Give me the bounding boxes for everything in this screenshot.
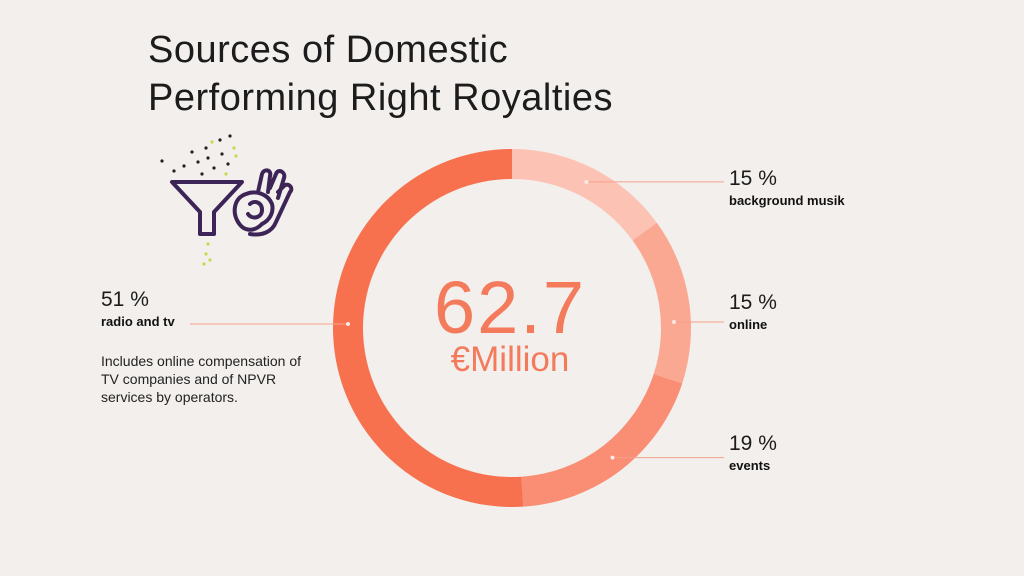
total-value: 62.7 xyxy=(433,266,587,349)
slice-percent: 15 % xyxy=(729,291,777,314)
leader-dot xyxy=(346,322,350,326)
slice-category: online xyxy=(729,317,768,332)
particle-dots xyxy=(160,134,238,266)
slice-label-background-musik: 15 % background musik xyxy=(729,167,845,210)
chart-title-line-2: Performing Right Royalties xyxy=(148,77,613,119)
slice-label-radio-and-tv: 51 % radio and tv xyxy=(101,288,175,331)
radio-and-tv-note: Includes online compensation of TV compa… xyxy=(101,353,302,405)
leader-lines xyxy=(190,179,724,460)
ok-hand-icon xyxy=(232,168,294,237)
donut-center-total: 62.7 €Million xyxy=(380,268,640,378)
slice-label-events: 19 % events xyxy=(729,432,777,475)
slice-percent: 19 % xyxy=(729,432,777,455)
donut-slice-background-musik xyxy=(512,149,657,241)
slice-label-online: 15 % online xyxy=(729,291,777,334)
total-unit: €Million xyxy=(450,340,570,379)
donut-slices xyxy=(332,149,691,507)
leader-dot xyxy=(671,320,676,324)
donut-slice-online xyxy=(632,222,691,384)
slice-category: events xyxy=(729,458,771,473)
leader-dot xyxy=(584,179,589,184)
donut-slice-events xyxy=(521,374,683,507)
chart-title: Sources of Domestic Performing Right Roy… xyxy=(148,26,613,122)
slice-percent: 15 % xyxy=(729,167,777,190)
leader-dot xyxy=(610,455,615,460)
funnel-icon xyxy=(170,180,244,236)
slice-category: radio and tv xyxy=(101,314,175,329)
funnel-ok-hand-icon xyxy=(160,134,294,266)
slice-category: background musik xyxy=(729,193,845,208)
slice-percent: 51 % xyxy=(101,288,149,311)
donut-slice-radio-and-tv xyxy=(332,149,524,507)
chart-title-line-1: Sources of Domestic xyxy=(148,29,509,71)
